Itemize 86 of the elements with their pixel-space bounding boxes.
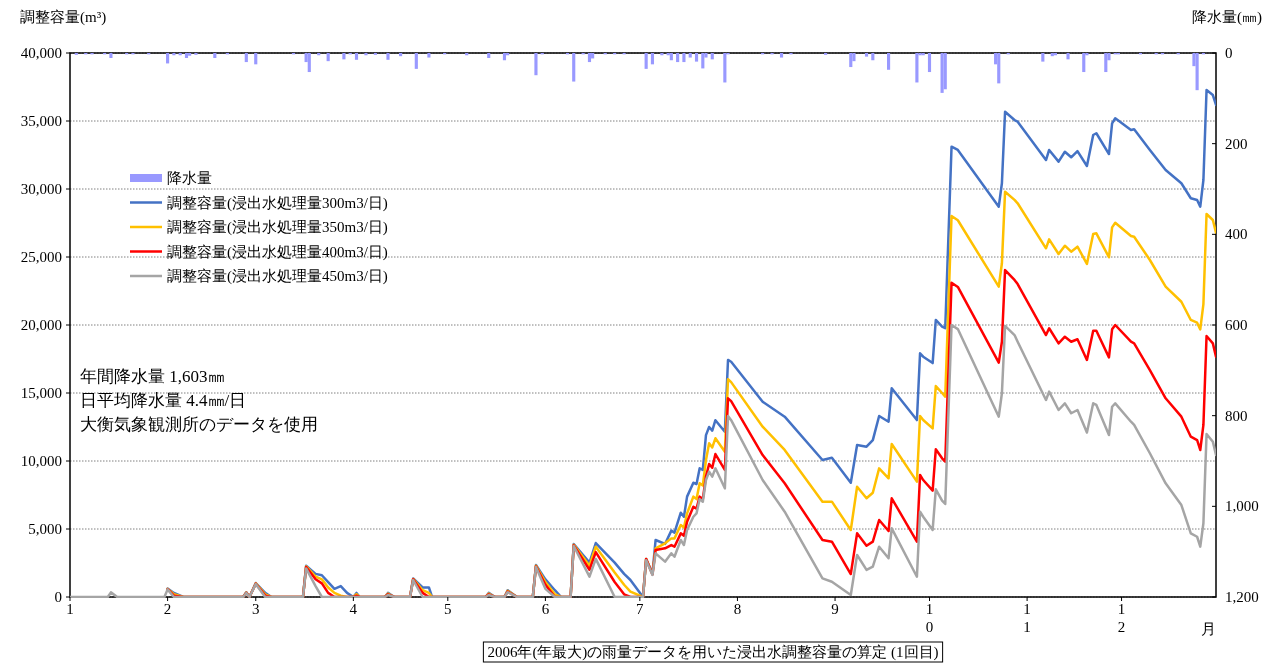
bar bbox=[849, 53, 853, 68]
y-tick-label: 40,000 bbox=[20, 45, 62, 61]
bar bbox=[915, 53, 919, 83]
bar bbox=[1041, 53, 1045, 62]
bar bbox=[502, 53, 507, 61]
bar bbox=[704, 53, 708, 58]
bar bbox=[997, 53, 1001, 84]
bar bbox=[644, 53, 648, 69]
bar bbox=[694, 53, 699, 62]
x-tick-label: 9 bbox=[831, 601, 839, 617]
x-tick-label: 8 bbox=[733, 601, 742, 617]
y2-tick-label: 0 bbox=[1225, 45, 1233, 61]
bar bbox=[342, 53, 346, 60]
legend-label: 降水量 bbox=[167, 170, 212, 186]
bar bbox=[364, 53, 368, 56]
y2-tick-label: 200 bbox=[1225, 135, 1248, 152]
bar bbox=[676, 53, 680, 63]
x-tick-label: 6 bbox=[541, 601, 550, 617]
annotation: 大衡気象観測所のデータを使用 bbox=[80, 415, 318, 434]
legend-label: 調整容量(浸出水処理量450m3/日) bbox=[167, 268, 388, 285]
legend-label: 調整容量(浸出水処理量300m3/日) bbox=[167, 194, 388, 212]
bar bbox=[354, 53, 359, 60]
bar bbox=[994, 53, 998, 65]
bar bbox=[414, 53, 418, 69]
bar bbox=[723, 53, 727, 83]
bar bbox=[688, 53, 692, 58]
y2-tick-label: 800 bbox=[1225, 407, 1248, 424]
bar bbox=[943, 53, 947, 90]
bar bbox=[304, 53, 308, 63]
x-tick-label: 3 bbox=[252, 601, 260, 617]
bar bbox=[307, 53, 311, 73]
bar bbox=[534, 53, 538, 76]
bar bbox=[1066, 53, 1070, 60]
y2-tick-label: 1,200 bbox=[1225, 589, 1259, 605]
bar bbox=[1104, 53, 1108, 73]
y-tick-label: 25,000 bbox=[20, 249, 62, 265]
y-tick-label: 20,000 bbox=[20, 317, 62, 333]
x-tick-label: 5 bbox=[444, 601, 452, 617]
annotation: 日平均降水量 4.4㎜/日 bbox=[80, 391, 247, 410]
y-tick-label: 5,000 bbox=[28, 521, 62, 537]
bar bbox=[940, 53, 944, 93]
x-tick-label: 12 bbox=[1117, 601, 1126, 635]
y-tick-label: 15,000 bbox=[20, 385, 62, 401]
bar bbox=[326, 53, 330, 62]
legend-label: 調整容量(浸出水処理量400m3/日) bbox=[167, 243, 388, 261]
bar bbox=[864, 53, 869, 57]
bar bbox=[587, 53, 592, 63]
bar bbox=[254, 53, 258, 65]
y2-tick-label: 1,000 bbox=[1225, 498, 1259, 515]
bar bbox=[701, 53, 705, 69]
bar bbox=[487, 53, 491, 58]
y2-tick-label: 600 bbox=[1225, 317, 1248, 333]
x-tick-label: 10 bbox=[925, 601, 934, 635]
bar bbox=[779, 53, 784, 58]
x-tick-label: 11 bbox=[1023, 601, 1031, 635]
x-axis-title: 月 bbox=[1200, 621, 1216, 637]
bar bbox=[399, 53, 403, 57]
bar bbox=[871, 53, 875, 61]
bar bbox=[710, 53, 714, 60]
bar bbox=[650, 53, 655, 65]
y2-axis-title: 降水量(㎜) bbox=[1192, 9, 1262, 26]
x-tick-label: 2 bbox=[163, 601, 172, 617]
y-tick-label: 30,000 bbox=[20, 181, 62, 197]
bar bbox=[927, 53, 932, 73]
bar bbox=[386, 53, 390, 60]
bar bbox=[1192, 53, 1196, 67]
y-axis-title: 調整容量(m³) bbox=[20, 9, 107, 26]
bar bbox=[682, 53, 686, 63]
annotation: 年間降水量 1,603㎜ bbox=[80, 367, 225, 386]
y-tick-label: 35,000 bbox=[20, 113, 62, 129]
text: 2006年(年最大)の雨量データを用いた浸出水調整容量の算定 (1回目) bbox=[487, 644, 939, 661]
bar bbox=[427, 53, 431, 58]
bar bbox=[1082, 53, 1086, 73]
bar bbox=[887, 53, 891, 70]
bar bbox=[1107, 53, 1111, 61]
y2-tick-label: 400 bbox=[1225, 226, 1248, 243]
bar bbox=[1195, 53, 1199, 91]
x-tick-label: 7 bbox=[636, 601, 645, 617]
x-tick-label: 4 bbox=[349, 601, 358, 617]
y-tick-label: 0 bbox=[54, 589, 62, 605]
bar bbox=[669, 53, 673, 61]
y-tick-label: 10,000 bbox=[20, 453, 62, 469]
legend-label: 調整容量(浸出水処理量350m3/日) bbox=[167, 219, 388, 236]
bar bbox=[852, 53, 856, 62]
bar bbox=[572, 53, 576, 82]
x-tick-label: 1 bbox=[66, 601, 74, 617]
